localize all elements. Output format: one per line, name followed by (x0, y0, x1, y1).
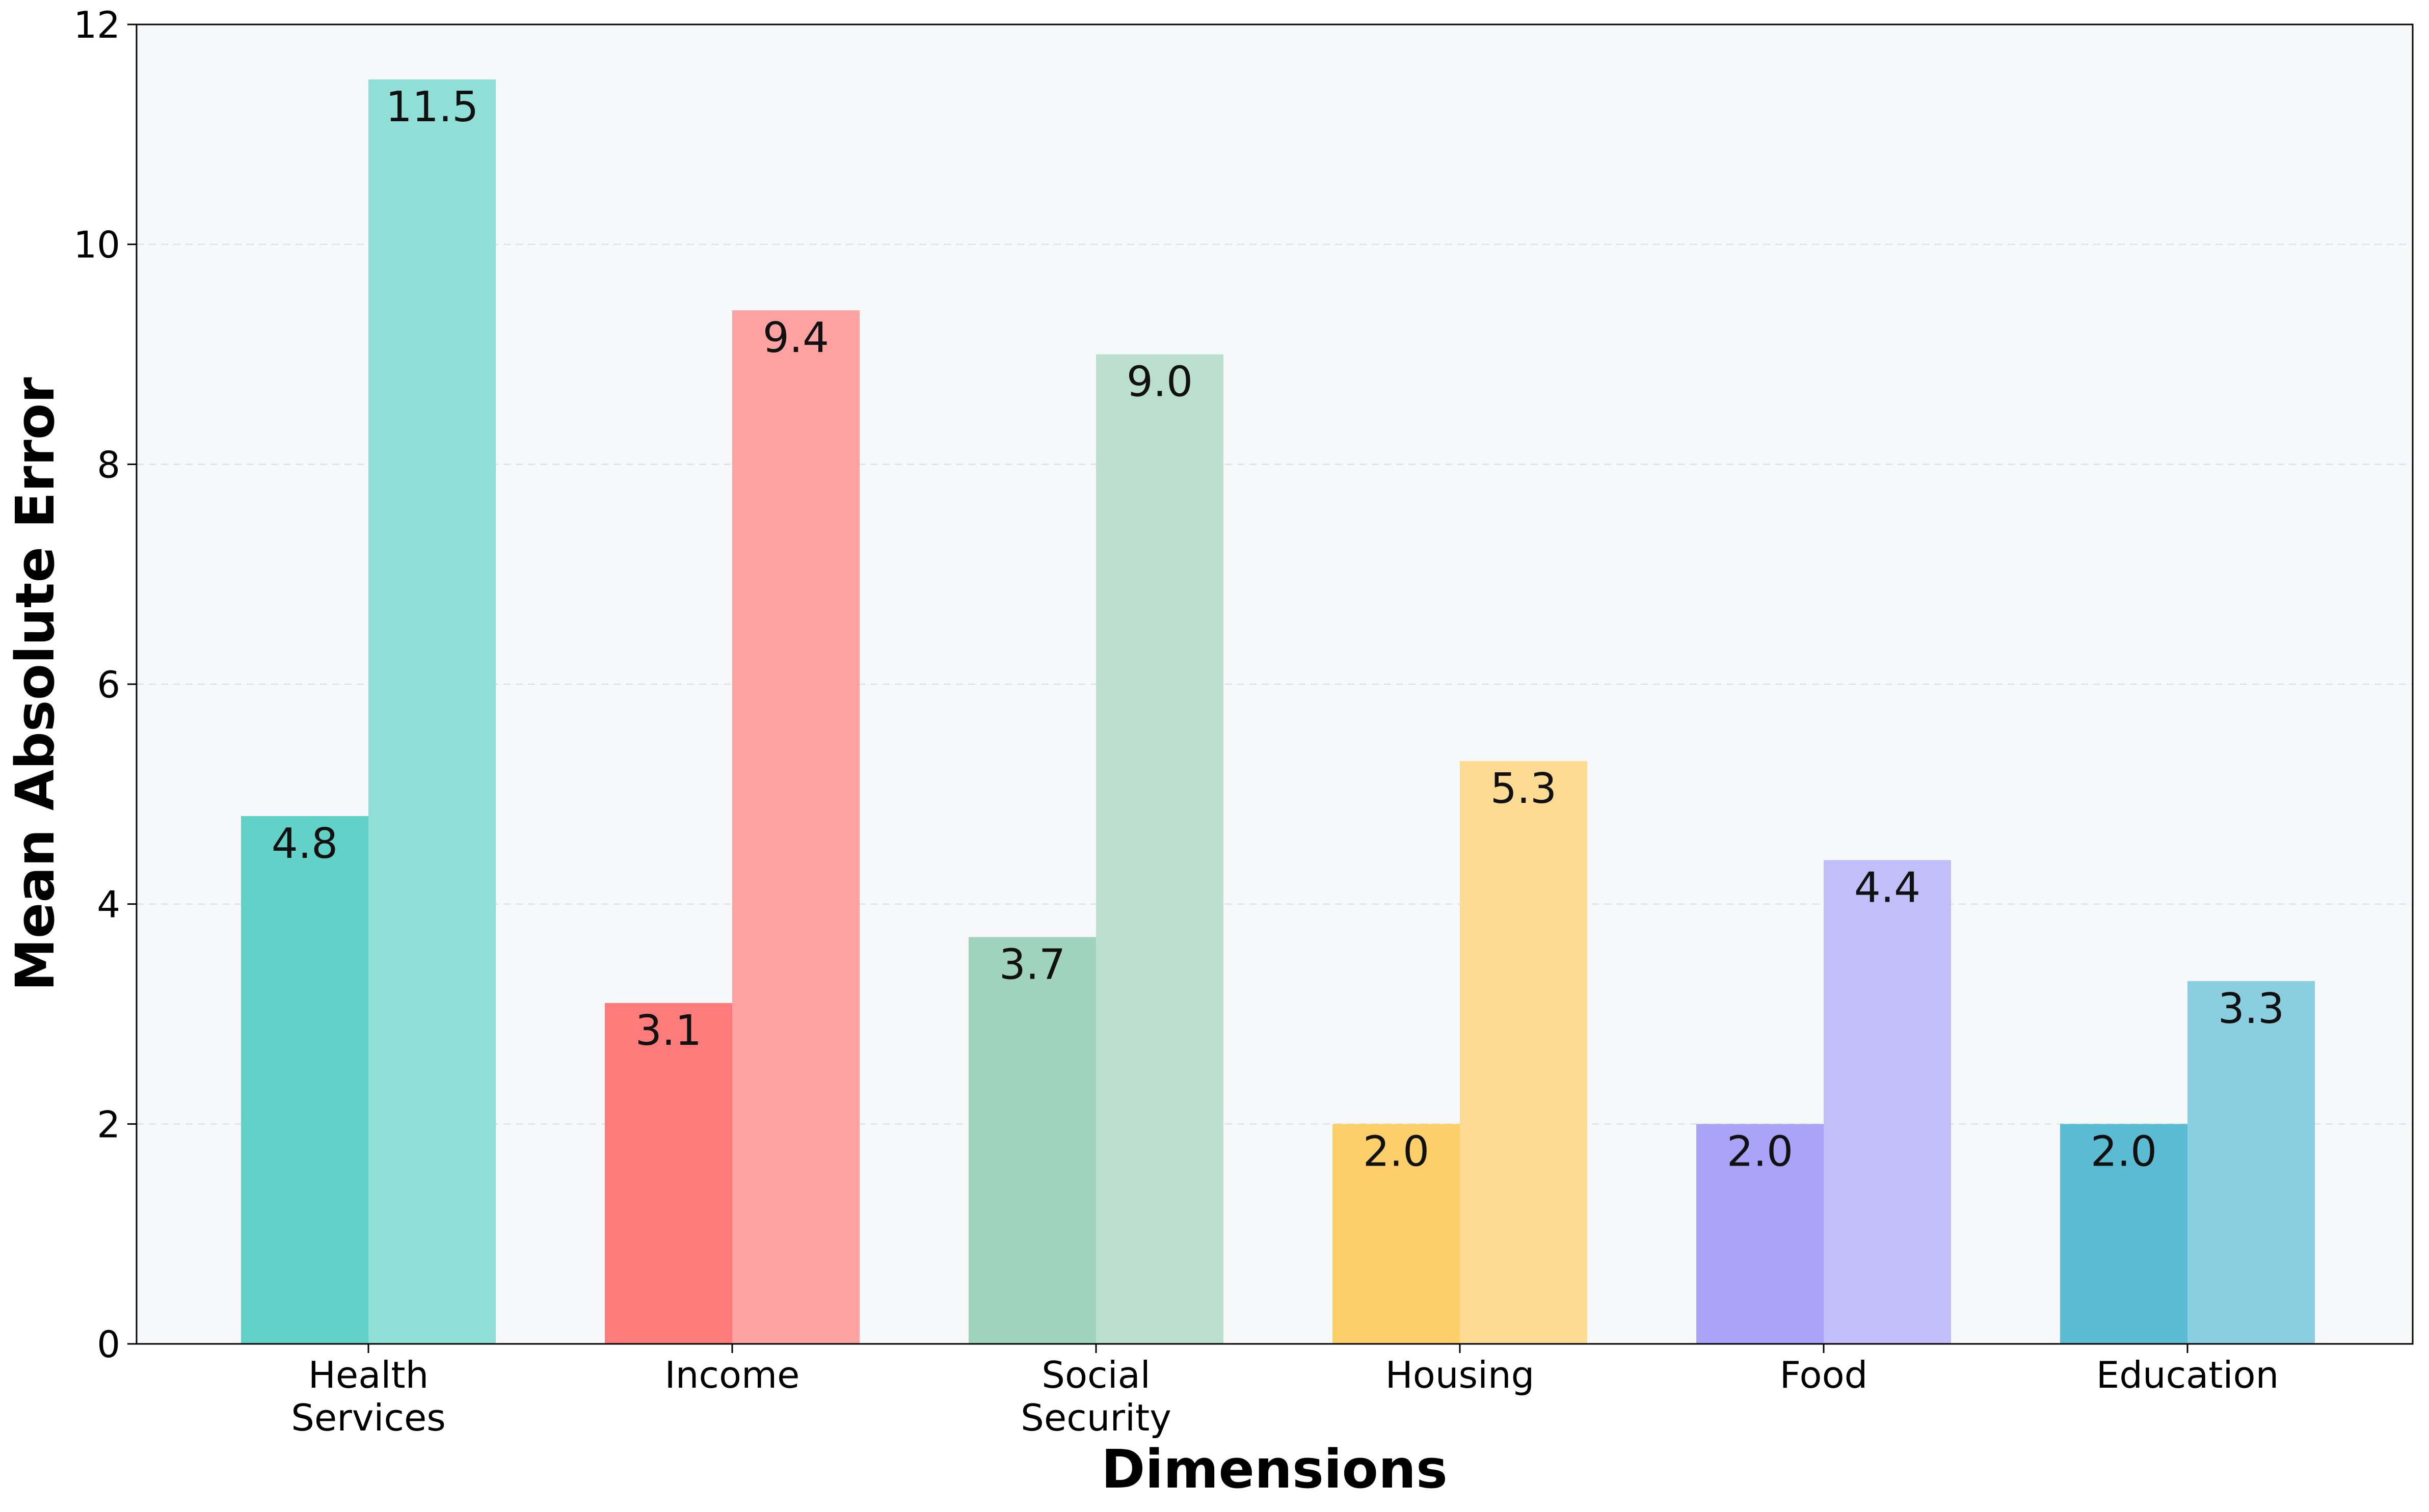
bar (1824, 860, 1951, 1344)
x-tick-label: Income (665, 1354, 800, 1396)
bar (1696, 1124, 1824, 1344)
bar-value-label: 2.0 (1363, 1127, 1429, 1176)
y-axis-title: Mean Absolute Error (4, 377, 66, 991)
bar (1460, 761, 1587, 1344)
x-tick-label: Social (1042, 1354, 1150, 1396)
bar (969, 937, 1096, 1344)
grid-lines (137, 244, 2413, 1125)
bar-value-label: 5.3 (1490, 765, 1557, 813)
bar (2187, 981, 2315, 1344)
y-axis: 0 2 4 6 8 10 12 (73, 4, 137, 1366)
bars (241, 79, 2315, 1344)
bar (2060, 1124, 2187, 1344)
bar-value-label: 11.5 (386, 83, 479, 131)
bar (241, 816, 368, 1344)
bar-value-label: 2.0 (2091, 1127, 2157, 1176)
bar-value-label: 2.0 (1727, 1127, 1793, 1176)
y-tick-label: 6 (97, 663, 120, 706)
x-tick-label: Education (2096, 1354, 2279, 1396)
y-tick-label: 10 (73, 224, 120, 266)
x-axis-title: Dimensions (1101, 1438, 1448, 1500)
x-tick-label: Services (291, 1396, 446, 1439)
x-tick-label: Health (308, 1354, 429, 1396)
bar (605, 1003, 732, 1344)
y-tick-label: 2 (97, 1103, 120, 1146)
bar-value-label: 3.1 (635, 1007, 702, 1055)
x-tick-label: Security (1021, 1396, 1171, 1439)
y-tick-label: 0 (97, 1323, 120, 1366)
bar (732, 310, 860, 1344)
y-tick-label: 8 (97, 443, 120, 486)
y-tick-label: 12 (73, 4, 120, 46)
bar-value-label: 9.4 (763, 314, 829, 362)
bar-value-label: 3.3 (2218, 985, 2284, 1033)
bar-value-label: 9.0 (1127, 358, 1193, 407)
y-tick-label: 4 (97, 883, 120, 926)
x-tick-label: Food (1780, 1354, 1868, 1396)
bar (1096, 354, 1223, 1344)
bar (1332, 1124, 1460, 1344)
bar-value-label: 4.4 (1854, 863, 1920, 912)
bar (368, 79, 496, 1344)
x-tick-label: Housing (1385, 1354, 1535, 1396)
bar-labels: 4.8 11.5 3.1 9.4 3.7 9.0 2.0 5.3 2.0 4.4 2.0 3.3 (272, 83, 2284, 1176)
bar-value-label: 3.7 (999, 940, 1065, 989)
bar-value-label: 4.8 (272, 820, 338, 868)
